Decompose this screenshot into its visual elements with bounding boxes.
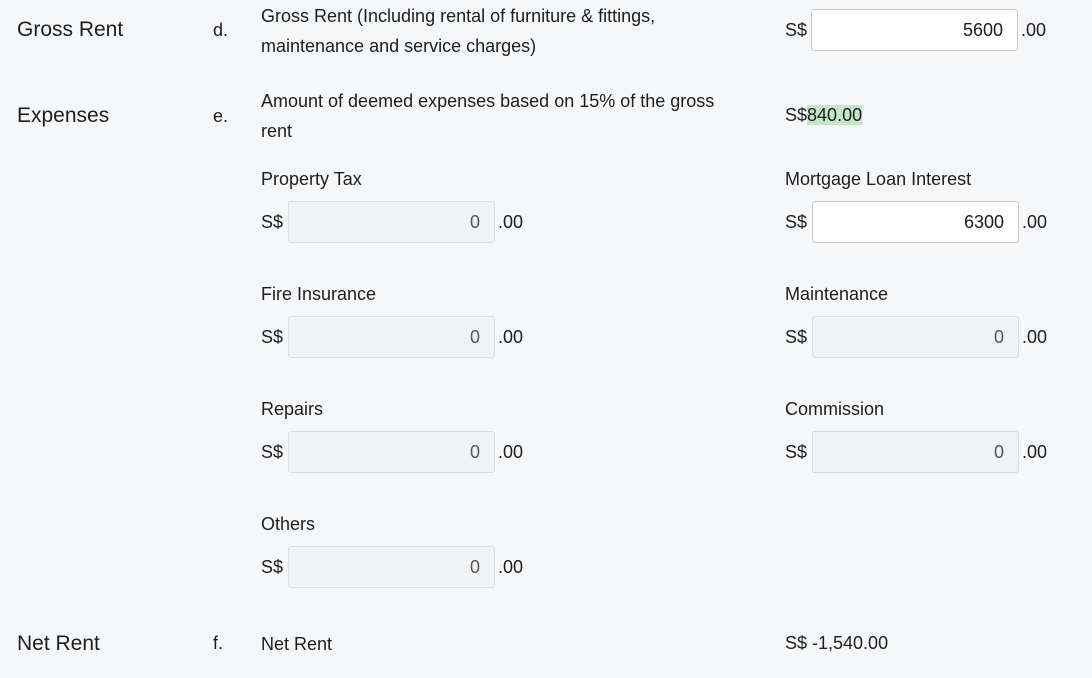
fire-insurance-cents: .00	[498, 327, 524, 347]
deemed-expenses-value: S$840.00	[785, 105, 863, 126]
gross-rent-cents: .00	[1021, 20, 1047, 40]
net-rent-value: S$ -1,540.00	[785, 633, 889, 653]
gross-rent-currency: S$	[785, 20, 808, 40]
net-rent-letter: f.	[213, 633, 224, 653]
deemed-expenses-currency: S$	[785, 105, 808, 125]
commission-label: Commission	[785, 399, 885, 419]
property-tax-label: Property Tax	[261, 169, 362, 189]
expenses-letter: e.	[213, 106, 229, 126]
commission-cents: .00	[1022, 442, 1048, 462]
others-input[interactable]: 0	[288, 546, 495, 588]
property-tax-cents: .00	[498, 212, 524, 232]
others-label: Others	[261, 514, 316, 534]
net-rent-section-label: Net Rent	[17, 632, 100, 655]
fire-insurance-label: Fire Insurance	[261, 284, 377, 304]
mortgage-loan-interest-label: Mortgage Loan Interest	[785, 169, 972, 189]
repairs-currency: S$	[261, 442, 284, 462]
repairs-input[interactable]: 0	[288, 431, 495, 473]
property-tax-currency: S$	[261, 212, 284, 232]
fire-insurance-input[interactable]: 0	[288, 316, 495, 358]
maintenance-currency: S$	[785, 327, 808, 347]
net-rent-description: Net Rent	[261, 634, 333, 654]
repairs-cents: .00	[498, 442, 524, 462]
gross-rent-description: Gross Rent (Including rental of furnitur…	[261, 6, 656, 56]
others-cents: .00	[498, 557, 524, 577]
mortgage-loan-interest-input[interactable]: 6300	[812, 201, 1019, 243]
mortgage-loan-interest-cents: .00	[1022, 212, 1048, 232]
gross-rent-input[interactable]: 5600	[811, 9, 1018, 51]
maintenance-cents: .00	[1022, 327, 1048, 347]
property-tax-input[interactable]: 0	[288, 201, 495, 243]
expenses-description: Amount of deemed expenses based on 15% o…	[261, 91, 715, 141]
commission-currency: S$	[785, 442, 808, 462]
commission-input[interactable]: 0	[812, 431, 1019, 473]
fire-insurance-currency: S$	[261, 327, 284, 347]
others-currency: S$	[261, 557, 284, 577]
expenses-section-label: Expenses	[17, 104, 110, 127]
mortgage-loan-interest-currency: S$	[785, 212, 808, 232]
gross-rent-letter: d.	[213, 20, 229, 40]
repairs-label: Repairs	[261, 399, 324, 419]
gross-rent-section-label: Gross Rent	[17, 18, 124, 41]
maintenance-label: Maintenance	[785, 284, 889, 304]
deemed-expenses-amount: 840.00	[807, 105, 863, 125]
maintenance-input[interactable]: 0	[812, 316, 1019, 358]
